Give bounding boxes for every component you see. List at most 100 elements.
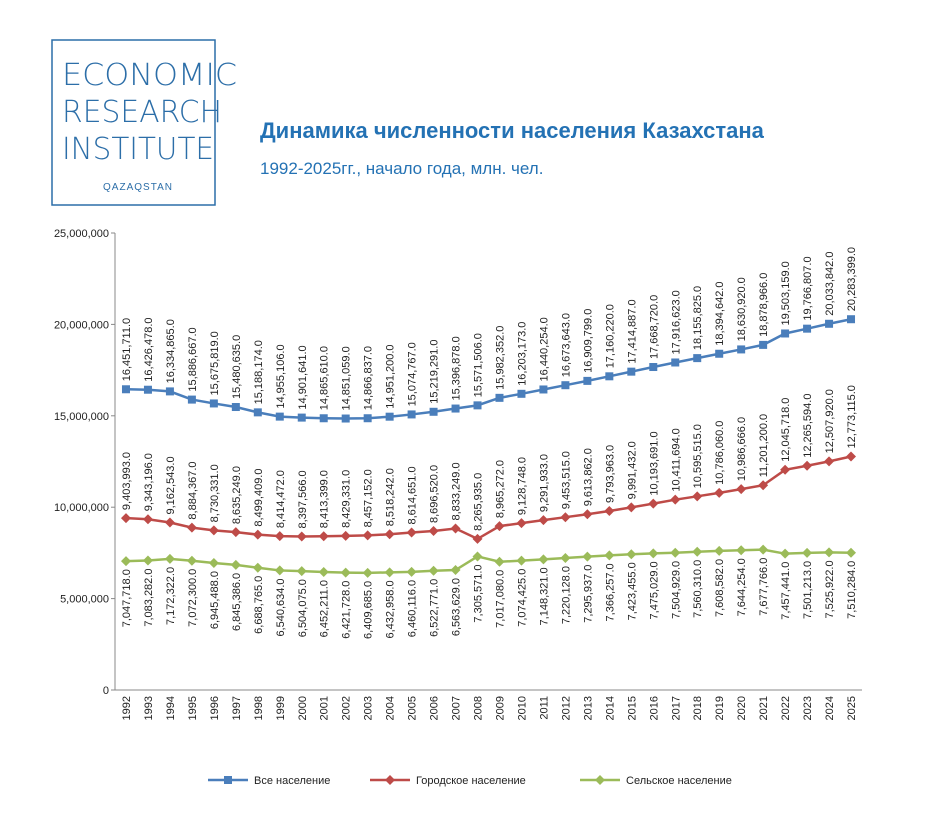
marker (758, 544, 769, 555)
value-label: 20,033,842.0 (824, 252, 836, 316)
legend-label: Городское население (416, 775, 526, 787)
marker (582, 551, 593, 562)
logo-line: ECONOMIC (62, 58, 237, 93)
marker (605, 372, 614, 381)
marker (473, 401, 482, 410)
marker (670, 547, 681, 558)
x-tick-label: 2003 (363, 696, 375, 720)
value-label: 7,475,029.0 (648, 561, 660, 619)
x-tick-label: 2006 (429, 696, 441, 720)
marker (362, 567, 373, 578)
marker (164, 553, 175, 564)
marker (560, 553, 571, 564)
value-label: 17,414,887.0 (626, 299, 638, 363)
marker (824, 456, 835, 467)
marker (297, 413, 306, 422)
value-label: 7,047,718.0 (121, 569, 133, 627)
value-label: 17,916,623.0 (670, 290, 682, 354)
value-label: 15,396,878.0 (451, 336, 463, 400)
marker (780, 548, 791, 559)
marker (494, 556, 505, 567)
value-label: 6,432,958.0 (385, 580, 397, 638)
marker (692, 546, 703, 557)
marker (296, 531, 307, 542)
value-label: 7,644,254.0 (736, 558, 748, 616)
marker (165, 387, 174, 396)
marker (450, 565, 461, 576)
x-tick-label: 1999 (275, 696, 287, 720)
value-label: 8,635,249.0 (231, 466, 243, 524)
x-tick-label: 2021 (758, 696, 770, 720)
marker (253, 408, 262, 417)
legend-marker (385, 775, 395, 785)
marker (209, 399, 218, 408)
value-label: 8,965,272.0 (494, 460, 506, 518)
marker (274, 565, 285, 576)
value-label: 10,595,515.0 (692, 424, 704, 488)
x-tick-label: 2012 (560, 696, 572, 720)
marker (846, 547, 857, 558)
value-label: 7,220,128.0 (560, 566, 572, 624)
value-label: 12,045,718.0 (780, 398, 792, 462)
marker (846, 451, 857, 462)
y-tick-label: 15,000,000 (54, 411, 109, 423)
value-label: 7,510,284.0 (846, 561, 858, 619)
marker (120, 556, 131, 567)
value-label: 11,201,200.0 (758, 414, 770, 477)
marker (340, 567, 351, 578)
marker (692, 491, 703, 502)
value-label: 8,730,331.0 (209, 464, 221, 522)
x-tick-label: 2011 (538, 696, 550, 720)
value-label: 14,865,610.0 (319, 346, 331, 410)
marker (604, 505, 615, 516)
legend-marker (224, 776, 232, 784)
value-label: 15,188,174.0 (253, 340, 265, 404)
x-tick-label: 2002 (341, 696, 353, 720)
marker (252, 562, 263, 573)
value-label: 10,193,691.0 (648, 431, 660, 495)
value-label: 7,525,922.0 (824, 560, 836, 618)
marker (384, 567, 395, 578)
marker (319, 414, 328, 423)
value-label: 7,677,766.0 (758, 558, 770, 616)
legend-marker (595, 775, 605, 785)
marker (363, 414, 372, 423)
marker (737, 345, 746, 354)
logo-frame (51, 39, 216, 206)
x-tick-label: 2009 (494, 696, 506, 720)
marker (494, 521, 505, 532)
marker (539, 385, 548, 394)
marker (626, 502, 637, 513)
marker (274, 531, 285, 542)
marker (252, 529, 263, 540)
logo-line: RESEARCH (62, 95, 222, 130)
marker (208, 558, 219, 569)
marker (693, 354, 702, 363)
marker (517, 389, 526, 398)
marker (318, 531, 329, 542)
marker (516, 555, 527, 566)
value-label: 9,343,196.0 (143, 453, 155, 511)
x-tick-label: 2019 (714, 696, 726, 720)
value-label: 7,423,455.0 (626, 562, 638, 620)
value-label: 15,480,635.0 (231, 335, 243, 399)
x-tick-label: 2015 (626, 696, 638, 720)
y-tick-label: 20,000,000 (54, 319, 109, 331)
marker (780, 464, 791, 475)
value-label: 6,945,488.0 (209, 571, 221, 629)
value-label: 7,295,937.0 (582, 565, 594, 623)
value-label: 16,203,173.0 (516, 322, 528, 386)
value-label: 9,291,933.0 (538, 454, 550, 512)
marker (560, 512, 571, 523)
x-tick-label: 1995 (187, 696, 199, 720)
marker (407, 410, 416, 419)
value-label: 15,886,667.0 (187, 327, 199, 391)
x-tick-label: 1992 (121, 696, 133, 720)
marker (121, 385, 130, 394)
marker (627, 367, 636, 376)
value-label: 6,421,728.0 (341, 581, 353, 639)
value-label: 7,017,080.0 (494, 570, 506, 628)
value-label: 18,394,642.0 (714, 282, 726, 346)
marker (714, 545, 725, 556)
